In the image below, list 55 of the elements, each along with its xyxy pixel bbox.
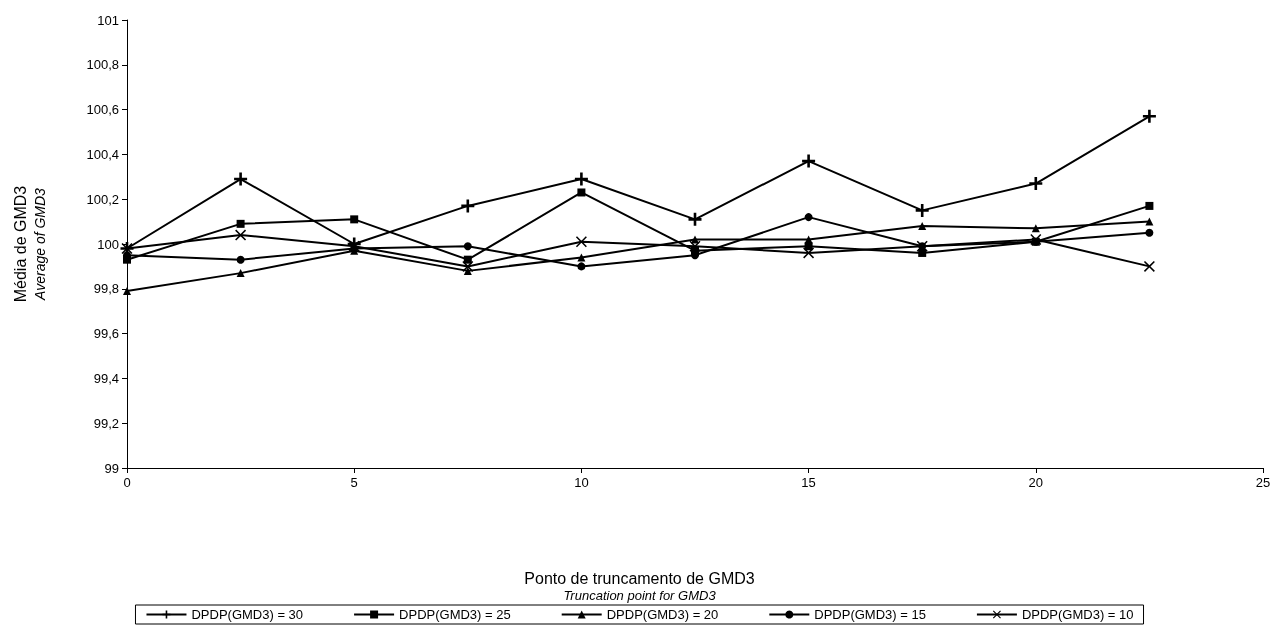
y-tick-label: 101 (97, 12, 119, 28)
point (236, 219, 245, 228)
point (689, 240, 701, 252)
point (1145, 217, 1154, 226)
y-tick-label: 99 (104, 460, 119, 476)
y-tick-label: 100,4 (86, 146, 119, 162)
point (463, 242, 472, 251)
point (462, 260, 474, 272)
legend-label: DPDP(GMD3) = 10 (1021, 607, 1134, 622)
y-tick-label: 99,8 (93, 281, 119, 297)
point (688, 212, 702, 226)
x-tick-label: 5 (350, 475, 358, 490)
x-axis-title: Ponto de truncamento de GMD3 (524, 569, 755, 587)
y-tick-label: 99,6 (93, 326, 119, 342)
point (1145, 201, 1154, 210)
y-tick-label: 100,8 (86, 57, 119, 73)
point (236, 255, 245, 264)
y-axis-title: Média de GMD3 (11, 185, 29, 303)
point (235, 229, 247, 241)
point (577, 188, 586, 197)
y-tick-label: 100,2 (86, 191, 119, 207)
point (350, 215, 359, 224)
point (577, 262, 586, 271)
x-tick-label: 15 (801, 475, 816, 490)
point (575, 236, 587, 248)
point (1029, 177, 1043, 191)
x-tick-label: 20 (1028, 475, 1044, 490)
text: Average of GMD3 (32, 187, 48, 301)
x-tick-label: 25 (1255, 475, 1271, 490)
legend-label: DPDP(GMD3) = 30 (191, 607, 304, 622)
point (463, 266, 472, 275)
legend-label: DPDP(GMD3) = 25 (399, 607, 511, 622)
y-tick-label: 100 (97, 236, 119, 252)
legend-label: DPDP(GMD3) = 20 (606, 607, 719, 622)
point (236, 269, 245, 278)
text: Truncation point for GMD3 (563, 588, 717, 603)
legend-label: DPDP(GMD3) = 15 (814, 607, 926, 622)
point (1145, 228, 1154, 237)
point (574, 172, 588, 186)
point (463, 255, 472, 264)
point (804, 235, 813, 244)
point (804, 213, 813, 222)
point (803, 247, 815, 259)
x-tick-label: 10 (574, 475, 589, 490)
point (1142, 109, 1156, 123)
x-tick-label: 0 (123, 475, 131, 490)
point (918, 222, 927, 231)
point (915, 203, 929, 217)
y-tick-label: 99,2 (93, 415, 119, 431)
point (461, 199, 475, 213)
point (802, 154, 816, 168)
y-tick-label: 100,6 (86, 102, 119, 118)
point (1143, 260, 1155, 272)
point (234, 172, 248, 186)
y-tick-label: 99,4 (93, 370, 119, 386)
